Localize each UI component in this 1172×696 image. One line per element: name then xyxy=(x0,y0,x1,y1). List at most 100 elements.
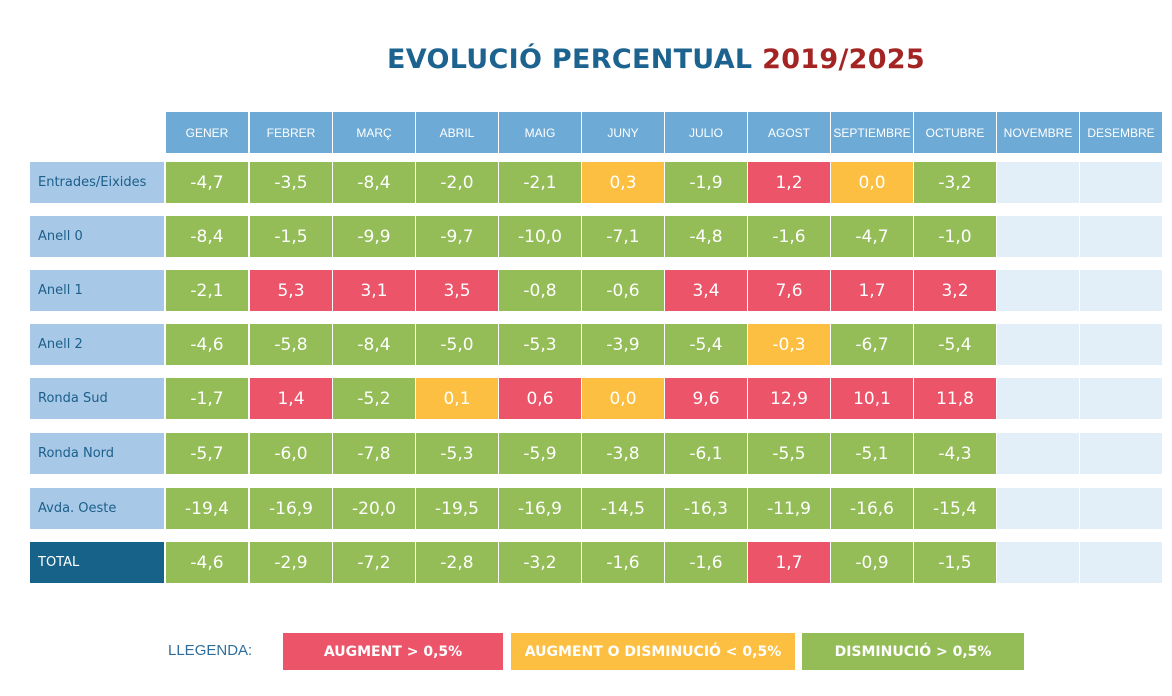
value-cell: -5,4 xyxy=(914,324,996,365)
column-header: JUNY xyxy=(582,112,664,153)
value-cell: -5,5 xyxy=(748,433,830,474)
value-cell: -2,1 xyxy=(166,270,248,311)
title-main: EVOLUCIÓ PERCENTUAL xyxy=(387,44,753,75)
row-label: Avda. Oeste xyxy=(30,488,164,529)
value-cell: 3,2 xyxy=(914,270,996,311)
empty-cell xyxy=(1080,488,1162,529)
chart-title: EVOLUCIÓ PERCENTUAL 2019/2025 xyxy=(0,44,1172,75)
value-cell: -5,9 xyxy=(499,433,581,474)
empty-cell xyxy=(1080,542,1162,583)
empty-cell xyxy=(1080,324,1162,365)
value-cell: -16,3 xyxy=(665,488,747,529)
value-cell: 1,4 xyxy=(250,378,332,419)
empty-cell xyxy=(997,324,1079,365)
value-cell: 0,0 xyxy=(582,378,664,419)
row-label: Ronda Nord xyxy=(30,433,164,474)
column-header: MAIG xyxy=(499,112,581,153)
value-cell: -4,8 xyxy=(665,216,747,257)
empty-cell xyxy=(997,270,1079,311)
column-header: NOVEMBRE xyxy=(997,112,1079,153)
value-cell: -8,4 xyxy=(333,324,415,365)
value-cell: -4,6 xyxy=(166,324,248,365)
empty-cell xyxy=(997,542,1079,583)
value-cell: -14,5 xyxy=(582,488,664,529)
value-cell: -5,4 xyxy=(665,324,747,365)
row-label: Anell 2 xyxy=(30,324,164,365)
value-cell: -5,1 xyxy=(831,433,913,474)
row-label: Anell 0 xyxy=(30,216,164,257)
empty-cell xyxy=(1080,162,1162,203)
value-cell: -0,9 xyxy=(831,542,913,583)
value-cell: 3,5 xyxy=(416,270,498,311)
column-header: DESEMBRE xyxy=(1080,112,1162,153)
value-cell: 0,1 xyxy=(416,378,498,419)
value-cell: -9,9 xyxy=(333,216,415,257)
value-cell: -0,6 xyxy=(582,270,664,311)
value-cell: -5,7 xyxy=(166,433,248,474)
value-cell: -19,4 xyxy=(166,488,248,529)
value-cell: -20,0 xyxy=(333,488,415,529)
value-cell: -16,9 xyxy=(499,488,581,529)
value-cell: -3,2 xyxy=(499,542,581,583)
column-header: SEPTIEMBRE xyxy=(831,112,913,153)
legend-item: DISMINUCIÓ > 0,5% xyxy=(802,633,1024,670)
value-cell: -3,2 xyxy=(914,162,996,203)
value-cell: -1,6 xyxy=(582,542,664,583)
empty-cell xyxy=(997,433,1079,474)
empty-cell xyxy=(1080,378,1162,419)
empty-cell xyxy=(997,488,1079,529)
value-cell: -2,8 xyxy=(416,542,498,583)
column-header: GENER xyxy=(166,112,248,153)
value-cell: -5,3 xyxy=(416,433,498,474)
value-cell: -6,7 xyxy=(831,324,913,365)
value-cell: -1,6 xyxy=(665,542,747,583)
value-cell: -5,3 xyxy=(499,324,581,365)
column-header: AGOST xyxy=(748,112,830,153)
empty-cell xyxy=(997,378,1079,419)
value-cell: -5,2 xyxy=(333,378,415,419)
value-cell: -10,0 xyxy=(499,216,581,257)
empty-cell xyxy=(1080,433,1162,474)
value-cell: -3,8 xyxy=(582,433,664,474)
value-cell: 0,0 xyxy=(831,162,913,203)
value-cell: -16,6 xyxy=(831,488,913,529)
row-label: Ronda Sud xyxy=(30,378,164,419)
value-cell: -1,5 xyxy=(250,216,332,257)
row-label: Entrades/Eixides xyxy=(30,162,164,203)
value-cell: -5,8 xyxy=(250,324,332,365)
value-cell: -6,0 xyxy=(250,433,332,474)
value-cell: 1,7 xyxy=(831,270,913,311)
value-cell: -11,9 xyxy=(748,488,830,529)
value-cell: -16,9 xyxy=(250,488,332,529)
column-header: FEBRER xyxy=(250,112,332,153)
value-cell: -1,6 xyxy=(748,216,830,257)
value-cell: -7,8 xyxy=(333,433,415,474)
value-cell: 12,9 xyxy=(748,378,830,419)
value-cell: -4,6 xyxy=(166,542,248,583)
value-cell: 3,1 xyxy=(333,270,415,311)
value-cell: -2,0 xyxy=(416,162,498,203)
row-label: Anell 1 xyxy=(30,270,164,311)
value-cell: -7,1 xyxy=(582,216,664,257)
column-header: JULIO xyxy=(665,112,747,153)
value-cell: -4,7 xyxy=(166,162,248,203)
value-cell: -19,5 xyxy=(416,488,498,529)
value-cell: 0,6 xyxy=(499,378,581,419)
value-cell: 10,1 xyxy=(831,378,913,419)
value-cell: -0,3 xyxy=(748,324,830,365)
value-cell: -9,7 xyxy=(416,216,498,257)
value-cell: 9,6 xyxy=(665,378,747,419)
value-cell: -1,0 xyxy=(914,216,996,257)
value-cell: -4,7 xyxy=(831,216,913,257)
value-cell: 7,6 xyxy=(748,270,830,311)
value-cell: -7,2 xyxy=(333,542,415,583)
value-cell: -5,0 xyxy=(416,324,498,365)
value-cell: 0,3 xyxy=(582,162,664,203)
value-cell: 3,4 xyxy=(665,270,747,311)
value-cell: -1,5 xyxy=(914,542,996,583)
legend-item: AUGMENT O DISMINUCIÓ < 0,5% xyxy=(511,633,795,670)
value-cell: -2,1 xyxy=(499,162,581,203)
value-cell: -15,4 xyxy=(914,488,996,529)
column-header: ABRIL xyxy=(416,112,498,153)
column-header: MARÇ xyxy=(333,112,415,153)
